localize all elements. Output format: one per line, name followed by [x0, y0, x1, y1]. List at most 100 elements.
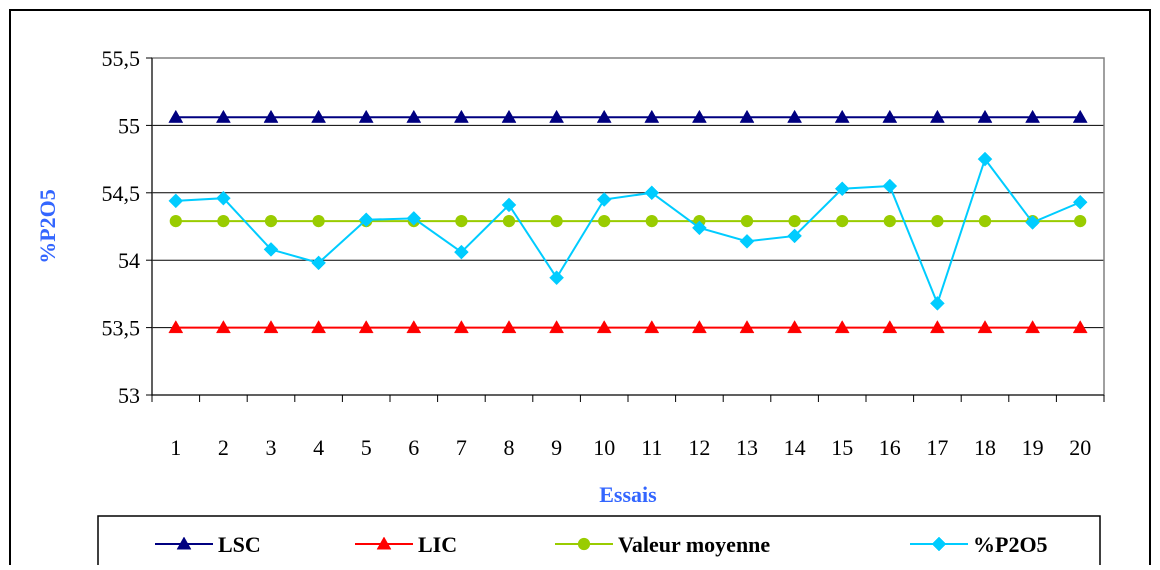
- series-layer: [168, 109, 1088, 334]
- data-point: [1025, 320, 1041, 334]
- y-tick-label: 54,5: [102, 181, 141, 206]
- data-point: [1074, 215, 1087, 228]
- data-point: [1025, 109, 1041, 123]
- data-point: [549, 320, 565, 334]
- y-tick-label: 53: [118, 383, 140, 408]
- x-tick-label: 19: [1022, 435, 1044, 460]
- data-point: [549, 270, 564, 286]
- data-point: [406, 109, 422, 123]
- data-point: [739, 109, 755, 123]
- y-tick-label: 53,5: [102, 316, 141, 341]
- data-point: [311, 320, 327, 334]
- x-tick-label: 7: [456, 435, 467, 460]
- x-tick-label: 5: [361, 435, 372, 460]
- series-1: [168, 320, 1088, 334]
- data-point: [453, 320, 469, 334]
- data-point: [501, 109, 517, 123]
- legend-item-3: %P2O5: [910, 532, 1048, 557]
- data-point: [596, 192, 612, 207]
- data-point: [1072, 320, 1088, 334]
- data-point: [834, 320, 850, 334]
- x-tick-label: 1: [170, 435, 181, 460]
- data-point: [406, 320, 422, 334]
- series-3: [168, 151, 1088, 311]
- data-point: [311, 255, 326, 271]
- data-point: [930, 295, 945, 311]
- x-tick-label: 13: [736, 435, 758, 460]
- data-point: [550, 215, 563, 228]
- data-point: [596, 109, 612, 123]
- data-point: [215, 320, 231, 334]
- data-point: [739, 320, 755, 334]
- legend-item-0: LSC: [155, 532, 261, 557]
- x-tick-label: 3: [266, 435, 277, 460]
- data-point: [311, 109, 327, 123]
- series-line: [175, 156, 1081, 307]
- data-point: [263, 109, 279, 123]
- data-point: [787, 228, 802, 244]
- data-point: [882, 178, 898, 194]
- x-tick-label: 15: [831, 435, 853, 460]
- legend-label: LIC: [418, 532, 457, 557]
- legend-marker: [931, 536, 947, 552]
- y-tick-label: 55: [118, 113, 140, 138]
- data-point: [168, 193, 184, 209]
- data-point: [644, 320, 660, 334]
- x-tick-label: 12: [688, 435, 710, 460]
- data-point: [502, 215, 516, 228]
- data-point: [358, 320, 374, 334]
- data-point: [358, 212, 374, 228]
- x-tick-label: 20: [1069, 435, 1091, 460]
- x-tick-label: 6: [408, 435, 419, 460]
- series-0: [168, 109, 1088, 123]
- data-point: [217, 215, 230, 228]
- data-point: [883, 215, 896, 228]
- x-axis-title: Essais: [599, 482, 657, 507]
- data-point: [455, 215, 468, 228]
- data-point: [882, 109, 898, 123]
- data-point: [312, 215, 325, 228]
- legend-marker: [376, 536, 392, 550]
- data-point: [216, 190, 231, 206]
- data-point: [1025, 215, 1040, 230]
- legend-item-1: LIC: [355, 532, 457, 557]
- y-axis: 53 53,5 54 54,5 55 55,5: [102, 46, 153, 408]
- x-tick-label: 9: [551, 435, 562, 460]
- legend-marker: [176, 536, 192, 550]
- data-point: [596, 320, 612, 334]
- data-point: [834, 181, 850, 197]
- data-point: [929, 109, 945, 123]
- data-point: [501, 320, 517, 334]
- x-tick-label: 4: [313, 435, 324, 460]
- data-point: [836, 215, 849, 228]
- data-point: [691, 109, 707, 123]
- data-point: [1072, 194, 1088, 210]
- data-point: [454, 244, 469, 260]
- legend-label: Valeur moyenne: [618, 532, 770, 557]
- legend-label: LSC: [218, 532, 261, 557]
- y-axis-title: %P2O5: [35, 189, 60, 264]
- x-tick-label: 2: [218, 435, 229, 460]
- x-tick-label: 11: [641, 435, 662, 460]
- legend-item-2: Valeur moyenne: [555, 532, 770, 557]
- data-point: [644, 185, 660, 201]
- data-point: [788, 215, 801, 228]
- x-tick-label: 17: [926, 435, 948, 460]
- data-point: [787, 109, 803, 123]
- legend-label: %P2O5: [973, 532, 1048, 557]
- data-point: [169, 215, 182, 228]
- data-point: [549, 109, 565, 123]
- data-point: [977, 151, 993, 167]
- data-point: [691, 320, 707, 334]
- x-tick-label: 10: [593, 435, 615, 460]
- data-point: [931, 215, 944, 228]
- data-point: [406, 211, 422, 226]
- data-point: [645, 215, 658, 228]
- y-tick-label: 55,5: [102, 46, 141, 71]
- x-tick-label: 16: [879, 435, 901, 460]
- data-point: [882, 320, 898, 334]
- legend-marker: [577, 537, 591, 551]
- data-point: [453, 109, 469, 123]
